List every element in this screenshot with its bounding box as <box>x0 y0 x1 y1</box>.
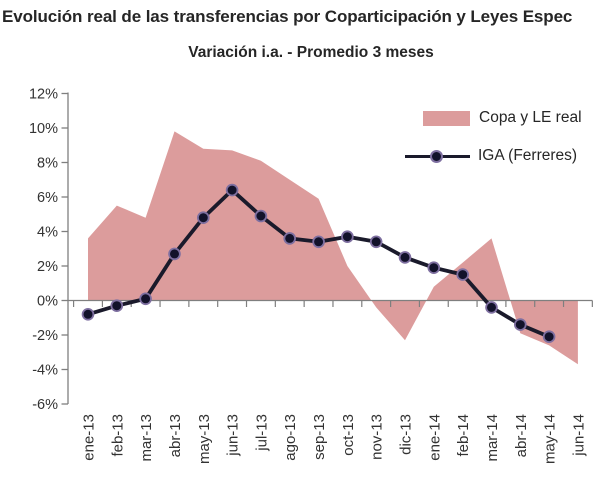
legend-item-iga-ferreres: IGA (Ferreres) <box>405 148 577 164</box>
data-point-marker <box>398 251 412 264</box>
x-tick-label: dic-13 <box>398 414 415 455</box>
data-point-marker <box>341 230 354 244</box>
data-point-marker <box>513 318 527 331</box>
area-series-copa-y-le-real <box>88 131 578 365</box>
y-tick-label: 0% <box>37 294 58 310</box>
chart-subtitle: Variación i.a. - Promedio 3 meses <box>188 44 434 61</box>
y-tick-label: -6% <box>32 397 58 413</box>
x-tick-label: sep-13 <box>311 414 328 460</box>
x-tick-label: feb-14 <box>455 414 472 457</box>
x-tick-label: ago-13 <box>282 414 299 461</box>
chart-title: Evolución real de las transferencias por… <box>2 7 573 26</box>
x-tick-label: oct-13 <box>340 414 357 456</box>
data-point-marker <box>110 299 124 313</box>
x-tick-label: mar-13 <box>138 414 155 462</box>
data-point-marker <box>81 307 95 321</box>
data-point-marker <box>139 292 152 306</box>
data-point-marker <box>456 268 470 281</box>
x-tick-label: abr-13 <box>167 414 184 457</box>
x-tick-label: feb-13 <box>109 414 126 457</box>
legend-label: Copa y LE real <box>479 109 582 126</box>
area-swatch-icon <box>423 110 470 126</box>
x-tick-label: ene-13 <box>81 414 98 461</box>
legend-item-copa-y-le-real: Copa y LE real <box>423 110 582 126</box>
y-tick-label: 2% <box>37 259 58 275</box>
y-tick-label: -4% <box>32 363 58 379</box>
x-tick-label: nov-13 <box>369 414 386 460</box>
legend-label: IGA (Ferreres) <box>478 147 578 164</box>
x-tick-label: mar-14 <box>484 414 501 462</box>
x-tick-label: ene-14 <box>426 414 443 461</box>
y-tick-label: 6% <box>37 190 58 206</box>
data-point-marker <box>542 330 556 344</box>
data-point-marker <box>225 183 239 197</box>
data-point-marker <box>485 301 498 314</box>
data-point-marker <box>254 209 268 223</box>
data-point-marker <box>168 247 181 261</box>
data-point-marker <box>427 261 441 275</box>
y-tick-label: 4% <box>37 225 58 241</box>
x-tick-label: may-13 <box>196 414 213 464</box>
x-tick-label: jun-14 <box>570 414 587 457</box>
data-point-marker <box>369 235 383 249</box>
data-point-marker <box>197 211 210 225</box>
legend-line-dot <box>430 149 443 163</box>
y-tick-label: 8% <box>37 156 58 172</box>
x-tick-label: may-14 <box>542 414 559 464</box>
data-point-marker <box>283 232 297 245</box>
y-tick-label: 10% <box>29 121 58 137</box>
y-tick-label: 12% <box>29 87 58 103</box>
data-point-marker <box>312 235 325 249</box>
y-tick-label: -2% <box>32 328 58 344</box>
x-tick-label: jun-13 <box>225 414 242 457</box>
line-marker-icon <box>405 148 470 164</box>
x-tick-label: abr-14 <box>513 414 530 457</box>
x-tick-label: jul-13 <box>253 414 270 452</box>
